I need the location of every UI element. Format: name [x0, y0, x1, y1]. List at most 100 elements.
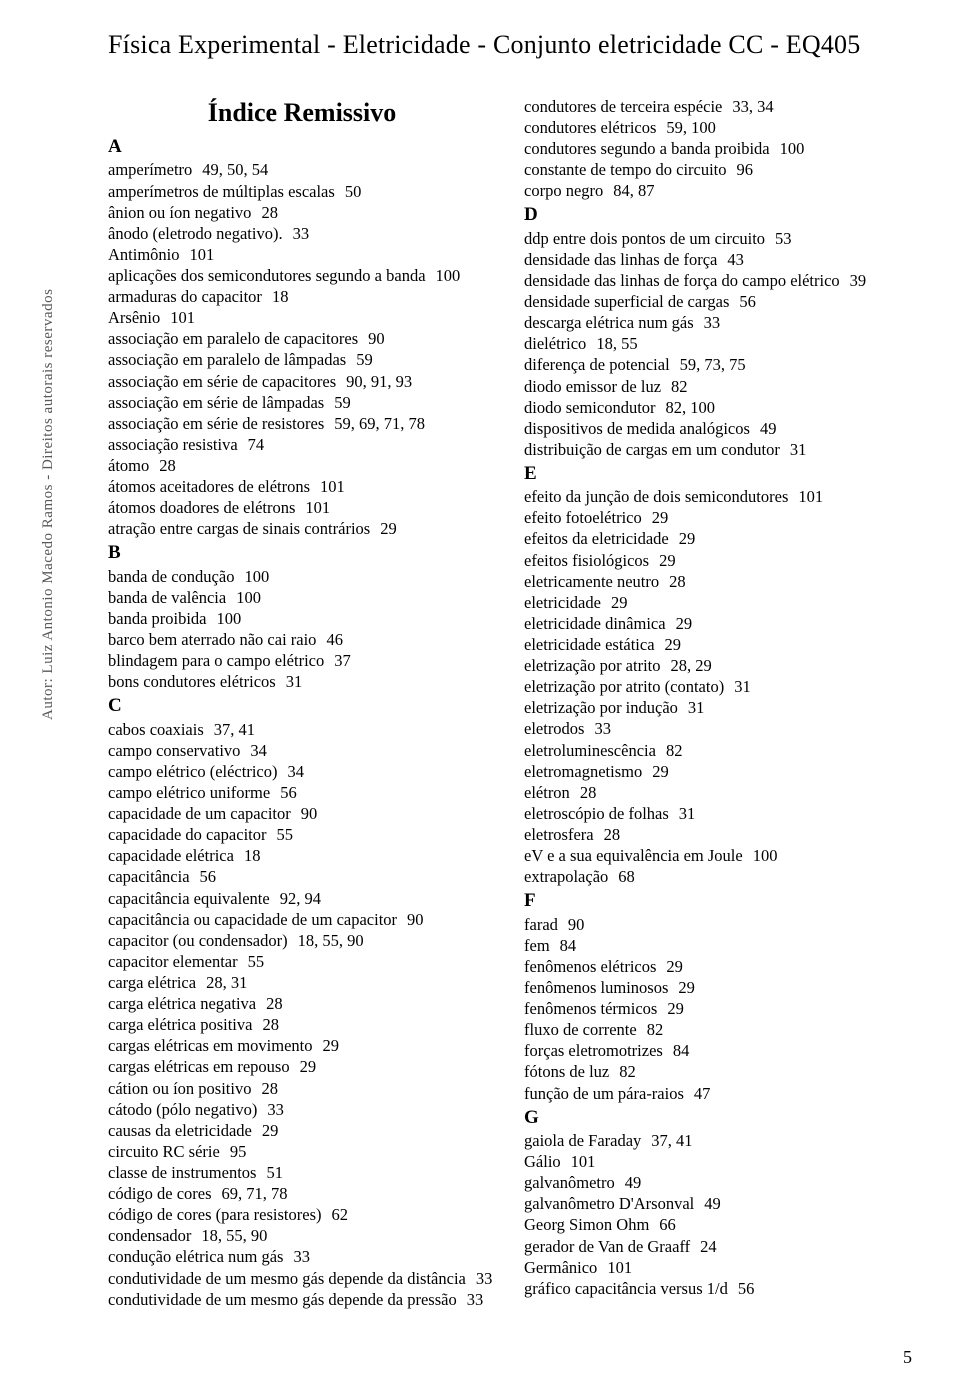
index-entry: eletrização por atrito28, 29 [524, 655, 912, 676]
index-term: condutores de terceira espécie [524, 97, 722, 116]
index-pages: 59 [356, 350, 373, 369]
index-entry: galvanômetro49 [524, 1172, 912, 1193]
index-letter: G [524, 1106, 912, 1130]
index-term: efeitos fisiológicos [524, 551, 649, 570]
index-term: dispositivos de medida analógicos [524, 419, 750, 438]
index-term: eletricidade [524, 593, 601, 612]
index-title: Índice Remissivo [108, 96, 496, 129]
index-term: capacitância [108, 867, 190, 886]
index-term: efeitos da eletricidade [524, 529, 669, 548]
index-term: densidade das linhas de força [524, 250, 717, 269]
index-entry: fluxo de corrente82 [524, 1019, 912, 1040]
index-term: condensador [108, 1226, 191, 1245]
index-pages: 56 [200, 867, 217, 886]
index-pages: 29 [676, 614, 693, 633]
column-content-right: condutores de terceira espécie 33, 34cond… [524, 96, 912, 1299]
index-pages: 29 [300, 1057, 317, 1076]
index-entry: efeitos fisiológicos 29 [524, 550, 912, 571]
index-term: cátodo (pólo negativo) [108, 1100, 257, 1119]
index-entry: amperímetro49, 50, 54 [108, 159, 496, 180]
index-entry: banda de condução 100 [108, 566, 496, 587]
index-pages: 82 [671, 377, 688, 396]
index-pages: 82 [619, 1062, 636, 1081]
index-pages: 33 [293, 224, 310, 243]
index-pages: 29 [659, 551, 676, 570]
index-term: ânion ou íon negativo [108, 203, 251, 222]
index-term: fenômenos térmicos [524, 999, 657, 1018]
index-entry: carga elétrica28, 31 [108, 972, 496, 993]
index-term: eletrização por atrito (contato) [524, 677, 724, 696]
index-entry: ddp entre dois pontos de um circuito53 [524, 228, 912, 249]
index-term: amperímetros de múltiplas escalas [108, 182, 335, 201]
index-term: distribuição de cargas em um condutor [524, 440, 780, 459]
side-credit: Autor: Luiz Antonio Macedo Ramos - Direi… [40, 289, 57, 720]
index-entry: campo elétrico (eléctrico)34 [108, 761, 496, 782]
index-entry: densidade das linhas de força43 [524, 249, 912, 270]
index-term: descarga elétrica num gás [524, 313, 694, 332]
index-entry: carga elétrica negativa28 [108, 993, 496, 1014]
index-pages: 33 [594, 719, 611, 738]
index-letter: B [108, 541, 496, 565]
index-term: eletricidade estática [524, 635, 655, 654]
index-entry: eletricidade 29 [524, 592, 912, 613]
index-term: corpo negro [524, 181, 603, 200]
index-term: cargas elétricas em repouso [108, 1057, 290, 1076]
index-entry: corpo negro84, 87 [524, 180, 912, 201]
index-pages: 90 [368, 329, 385, 348]
index-entry: diodo emissor de luz82 [524, 376, 912, 397]
index-letter: D [524, 203, 912, 227]
index-pages: 29 [611, 593, 628, 612]
index-term: eletroscópio de folhas [524, 804, 669, 823]
index-pages: 90, 91, 93 [346, 372, 412, 391]
index-pages: 37, 41 [214, 720, 255, 739]
index-entry: fenômenos luminosos29 [524, 977, 912, 998]
index-pages: 69, 71, 78 [222, 1184, 288, 1203]
index-term: gaiola de Faraday [524, 1131, 641, 1150]
index-pages: 53 [775, 229, 792, 248]
index-entry: condutores elétricos59, 100 [524, 117, 912, 138]
index-pages: 100 [217, 609, 242, 628]
index-entry: eletrização por atrito (contato) 31 [524, 676, 912, 697]
index-entry: armaduras do capacitor18 [108, 286, 496, 307]
column-content-left: Aamperímetro49, 50, 54amperímetros de mú… [108, 135, 496, 1310]
index-entry: Antimônio101 [108, 244, 496, 265]
index-pages: 29 [666, 957, 683, 976]
index-entry: eletrosfera28 [524, 824, 912, 845]
index-term: diferença de potencial [524, 355, 670, 374]
index-pages: 33 [704, 313, 721, 332]
index-entry: capacidade do capacitor55 [108, 824, 496, 845]
index-term: cargas elétricas em movimento [108, 1036, 313, 1055]
index-pages: 28 [159, 456, 176, 475]
index-entry: atração entre cargas de sinais contrário… [108, 518, 496, 539]
index-entry: banda proibida100 [108, 608, 496, 629]
index-term: eV e a sua equivalência em Joule [524, 846, 743, 865]
index-pages: 101 [798, 487, 823, 506]
index-entry: Arsênio101 [108, 307, 496, 328]
index-term: cabos coaxiais [108, 720, 204, 739]
index-term: eletrosfera [524, 825, 594, 844]
index-pages: 101 [190, 245, 215, 264]
index-pages: 28, 31 [206, 973, 247, 992]
index-pages: 74 [248, 435, 265, 454]
index-entry: ânodo (eletrodo negativo).33 [108, 223, 496, 244]
index-term: efeito da junção de dois semicondutores [524, 487, 788, 506]
index-pages: 59, 100 [666, 118, 716, 137]
index-term: campo elétrico uniforme [108, 783, 270, 802]
index-pages: 18, 55, 90 [201, 1226, 267, 1245]
index-term: eletromagnetismo [524, 762, 642, 781]
index-pages: 33, 34 [732, 97, 773, 116]
index-pages: 33 [293, 1247, 310, 1266]
index-pages: 31 [790, 440, 807, 459]
index-entry: extrapolação68 [524, 866, 912, 887]
index-entry: associação resistiva74 [108, 434, 496, 455]
index-entry: cátion ou íon positivo28 [108, 1078, 496, 1099]
index-pages: 100 [244, 567, 269, 586]
index-pages: 31 [734, 677, 751, 696]
index-term: banda de condução [108, 567, 234, 586]
index-pages: 46 [326, 630, 343, 649]
index-entry: átomos doadores de elétrons101 [108, 497, 496, 518]
index-pages: 82 [647, 1020, 664, 1039]
index-entry: Germânico101 [524, 1257, 912, 1278]
index-pages: 29 [262, 1121, 279, 1140]
index-entry: efeito fotoelétrico29 [524, 507, 912, 528]
